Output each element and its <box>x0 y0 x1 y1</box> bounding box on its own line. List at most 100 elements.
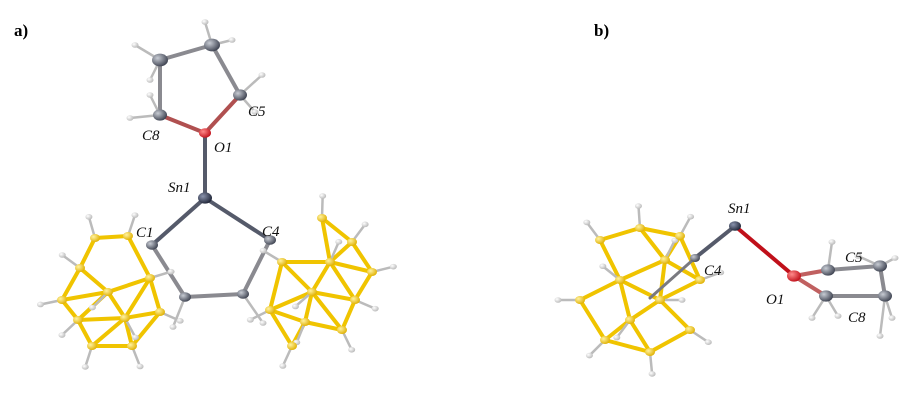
atom-label: Sn1 <box>168 180 191 196</box>
atom-label: C8 <box>848 310 866 326</box>
boron-atom <box>575 296 585 304</box>
boron-atom <box>655 296 665 304</box>
bond <box>160 45 212 60</box>
hydrogen-atom <box>362 222 369 228</box>
atom-label: O1 <box>214 140 232 156</box>
atom-label: C1 <box>136 225 154 241</box>
bond <box>630 300 660 320</box>
hydrogen-atom <box>889 315 896 321</box>
hydrogen-atom <box>586 353 593 359</box>
hydrogen-atom <box>259 72 266 78</box>
hydrogen-atom <box>279 363 286 369</box>
boron-atom <box>685 326 695 334</box>
boron-atom <box>635 224 645 232</box>
hydrogen-atom <box>85 214 92 220</box>
boron-atom <box>347 238 357 246</box>
bond <box>580 280 620 300</box>
hydrogen-atom <box>247 317 254 323</box>
bond <box>108 292 125 318</box>
boron-atom <box>127 342 137 350</box>
atom-label: C5 <box>248 104 266 120</box>
boron-atom <box>57 296 67 304</box>
atom-label: C8 <box>142 128 160 144</box>
hydrogen-atom <box>292 304 299 310</box>
bonds <box>40 22 895 374</box>
bond <box>312 262 330 292</box>
hydrogen-atom <box>687 214 694 220</box>
boron-atom <box>675 232 685 240</box>
atom-label: C4 <box>262 224 280 240</box>
hydrogen-atom <box>829 239 836 245</box>
hydrogen-atom <box>635 203 642 209</box>
bond <box>695 226 735 258</box>
hydrogen-atom <box>613 335 620 341</box>
bond <box>80 238 95 268</box>
hydrogen-atom <box>147 77 154 83</box>
boron-atom <box>660 256 670 264</box>
hydrogen-atom <box>37 302 44 308</box>
hydrogen-atom <box>168 269 175 275</box>
bond <box>580 300 605 340</box>
carbon-atom <box>821 264 835 275</box>
oxygen-atom <box>787 270 801 281</box>
bond <box>150 278 160 312</box>
carbon-atom <box>146 240 158 250</box>
panel-label: b) <box>594 21 609 40</box>
hydrogen-atom <box>348 347 355 353</box>
hydrogen-atom <box>147 92 154 98</box>
boron-atom <box>287 342 297 350</box>
hydrogen-atom <box>260 320 267 326</box>
carbon-atom <box>153 109 167 120</box>
hydrogen-atom <box>649 371 656 377</box>
atom-label: C5 <box>845 250 863 266</box>
boron-atom <box>337 326 347 334</box>
boron-atom <box>103 288 113 296</box>
bond <box>78 320 92 346</box>
bond <box>620 260 665 280</box>
carbon-atom <box>878 290 892 301</box>
bond <box>62 268 80 300</box>
boron-atom <box>87 342 97 350</box>
hydrogen-atom <box>390 264 397 270</box>
boron-atom <box>625 316 635 324</box>
boron-atom <box>265 306 275 314</box>
bond <box>600 228 640 240</box>
bond <box>735 226 794 276</box>
bond <box>355 272 372 300</box>
bond <box>660 260 665 300</box>
bond <box>342 300 355 330</box>
bond <box>650 330 690 352</box>
bond <box>160 115 205 133</box>
hydrogen-atom <box>705 339 712 345</box>
carbon-atom <box>152 54 168 67</box>
hydrogen-atom <box>835 313 842 319</box>
hydrogen-atom <box>59 252 66 258</box>
bond <box>78 318 125 320</box>
atom-label: C4 <box>704 263 722 279</box>
hydrogen-atom <box>170 324 177 330</box>
hydrogen-atom <box>599 263 606 269</box>
boron-atom <box>155 308 165 316</box>
hydrogen-atom <box>229 37 236 43</box>
bond <box>185 294 243 297</box>
boron-atom <box>325 258 335 266</box>
bond <box>205 198 270 240</box>
hydrogen-atom <box>679 297 686 303</box>
bond <box>205 95 240 133</box>
hydrogen-atom <box>89 305 96 311</box>
panel-label: a) <box>14 21 28 40</box>
boron-atom <box>75 264 85 272</box>
boron-atom <box>595 236 605 244</box>
boron-atom <box>615 276 625 284</box>
atom-label: Sn1 <box>728 201 751 217</box>
figure: a) C8 C5 O1 Sn1 C1 C4 b) Sn1 C4 C5 O1 C8 <box>0 0 904 396</box>
tin-atom <box>729 221 741 231</box>
carbon-atom <box>690 254 700 262</box>
carbon-atom <box>237 289 249 299</box>
hydrogen-atom <box>319 193 326 199</box>
boron-atom <box>90 234 100 242</box>
boron-atom <box>123 232 133 240</box>
hydrogen-atom <box>132 335 139 341</box>
carbon-atom <box>819 290 833 301</box>
atoms <box>37 19 899 376</box>
